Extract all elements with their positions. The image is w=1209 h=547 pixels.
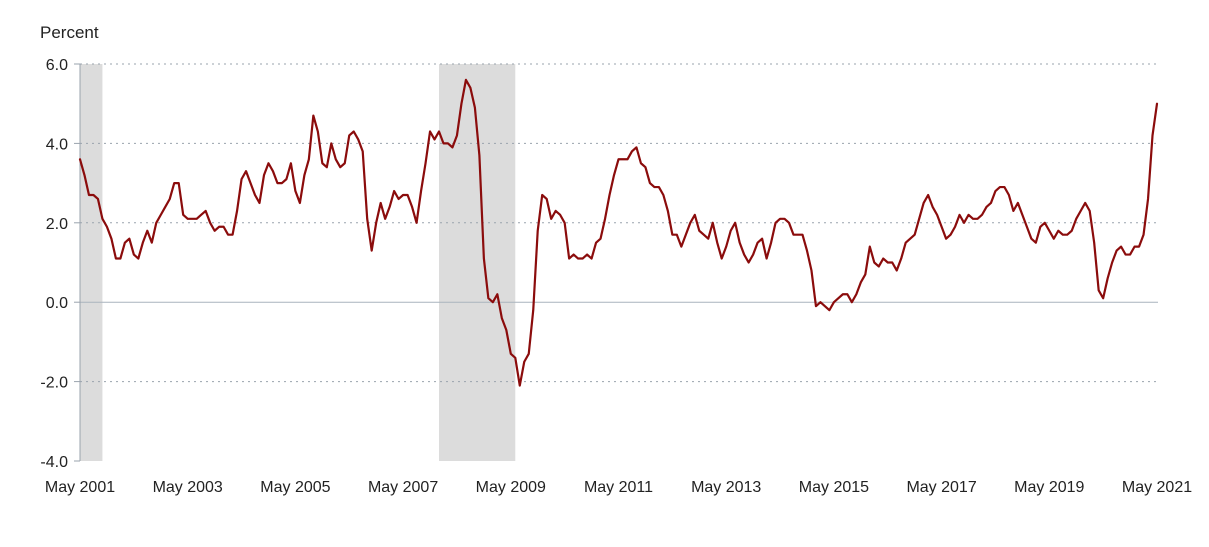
- x-tick-label: May 2015: [799, 479, 869, 496]
- x-tick-label: May 2007: [368, 479, 438, 496]
- recession-bands: [80, 64, 516, 461]
- y-axis-label: Percent: [40, 23, 99, 42]
- x-axis-ticks: May 2001 May 2003 May 2005 May 2007 May 2009…: [45, 479, 1192, 496]
- y-tick-label: 4.0: [46, 136, 68, 153]
- x-tick-label: May 2021: [1122, 479, 1192, 496]
- x-tick-label: May 2001: [45, 479, 115, 496]
- x-tick-label: May 2009: [476, 479, 546, 496]
- x-tick-label: May 2005: [260, 479, 330, 496]
- x-tick-label: May 2011: [584, 479, 653, 496]
- y-tick-label: 0.0: [46, 295, 68, 312]
- y-axis-ticks: 6.0 4.0 2.0 0.0 -2.0 -4.0: [40, 57, 80, 471]
- recession-band: [80, 64, 103, 461]
- series-group: [78, 78, 1159, 387]
- y-tick-label: 6.0: [46, 57, 68, 74]
- y-tick-label: -2.0: [40, 375, 68, 392]
- x-tick-label: May 2019: [1014, 479, 1084, 496]
- x-tick-label: May 2003: [153, 479, 223, 496]
- x-tick-label: May 2017: [906, 479, 976, 496]
- y-tick-label: -4.0: [40, 454, 68, 471]
- y-tick-label: 2.0: [46, 216, 68, 233]
- x-tick-label: May 2013: [691, 479, 761, 496]
- series-line: [78, 78, 1159, 387]
- gridlines: [80, 63, 1158, 383]
